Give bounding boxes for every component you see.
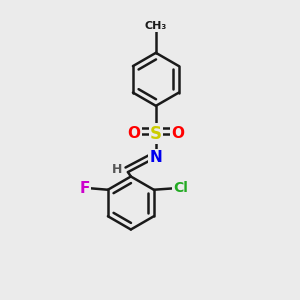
Text: F: F	[80, 181, 90, 196]
Text: Cl: Cl	[173, 181, 188, 195]
Text: O: O	[127, 126, 140, 141]
Text: N: N	[149, 150, 162, 165]
Text: S: S	[150, 125, 162, 143]
Text: CH₃: CH₃	[145, 21, 167, 31]
Text: O: O	[172, 126, 184, 141]
Text: H: H	[112, 163, 122, 176]
